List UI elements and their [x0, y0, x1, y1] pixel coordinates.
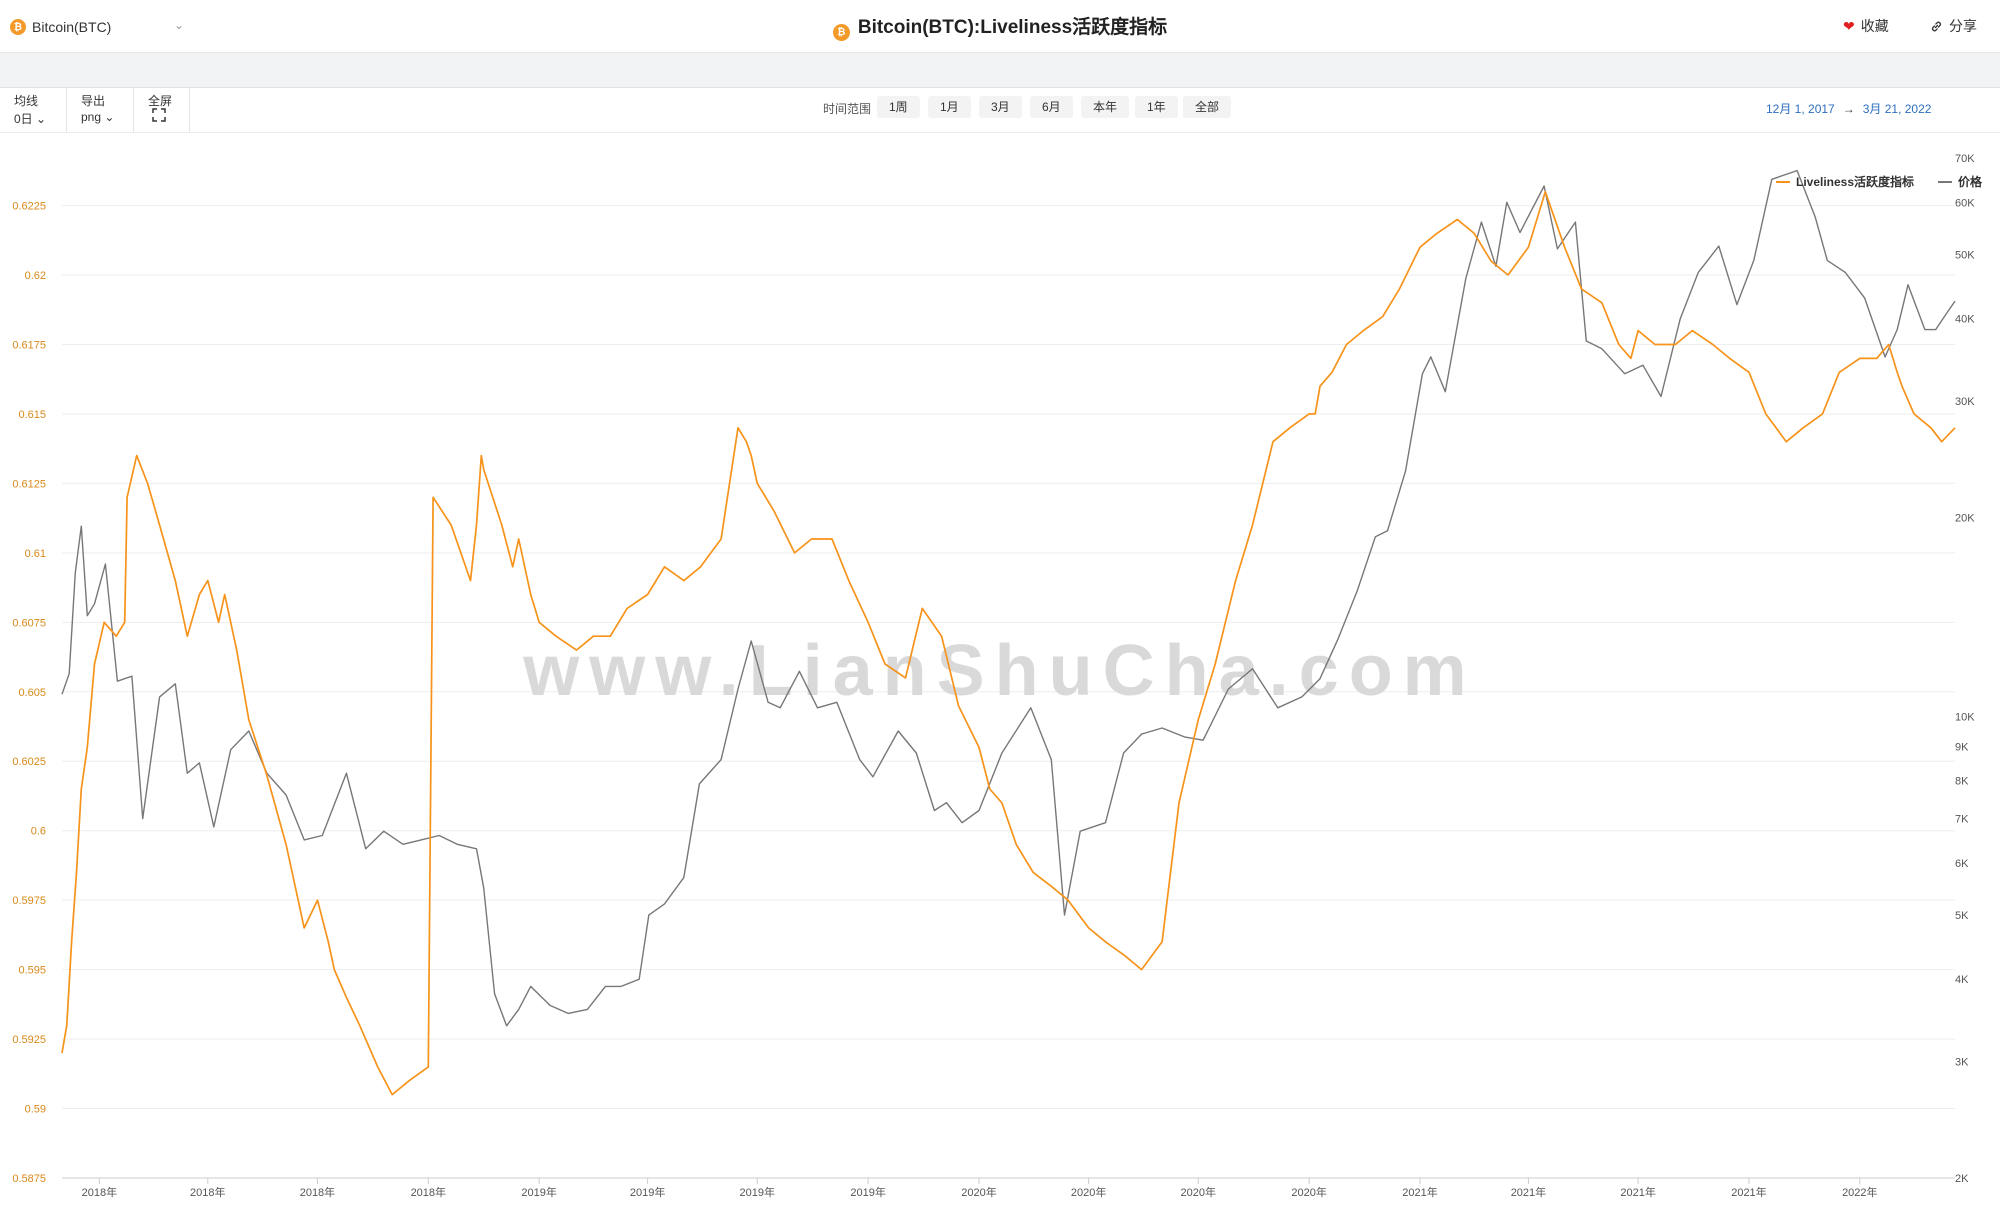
x-tick-label: 2019年	[521, 1185, 556, 1199]
top-bar: ₿ Bitcoin(BTC) ⌄ ₿ Bitcoin(BTC):Livelines…	[0, 0, 2000, 53]
legend-label: Liveliness活跃度指标	[1796, 174, 1914, 189]
range-button-1m[interactable]: 1月	[928, 96, 971, 118]
y-right-tick-label: 20K	[1955, 512, 1975, 524]
y-right-tick-label: 60K	[1955, 197, 1975, 209]
y-right-tick-label: 10K	[1955, 711, 1975, 723]
date-range-display[interactable]: 12月 1, 2017 → 3月 21, 2022	[1766, 100, 1931, 117]
y-left-tick-label: 0.6075	[12, 617, 46, 629]
range-button-1w[interactable]: 1周	[877, 96, 920, 118]
x-tick-label: 2018年	[190, 1185, 225, 1199]
chevron-down-icon: ⌄	[36, 112, 47, 126]
banner-strip	[0, 53, 2000, 88]
moving-average-control: 均线 0日 ⌄	[0, 88, 67, 132]
x-tick-label: 2019年	[740, 1185, 775, 1199]
y-axis-right: 2K 3K 4K 5K 6K 7K 8K 9K 10K 20K 30K 40K 50K 60K 70K	[1955, 153, 1975, 1185]
range-button-3m[interactable]: 3月	[979, 96, 1022, 118]
y-left-tick-label: 0.5975	[12, 895, 46, 907]
range-button-6m[interactable]: 6月	[1030, 96, 1073, 118]
y-left-tick-label: 0.615	[18, 409, 46, 421]
y-right-tick-label: 30K	[1955, 396, 1975, 408]
x-tick-label: 2020年	[1181, 1185, 1216, 1199]
x-tick-label: 2019年	[630, 1185, 665, 1199]
x-axis: 2018年 2018年 2018年 2018年 2019年 2019年 2019年 2019年…	[62, 1177, 1955, 1199]
y-right-tick-label: 50K	[1955, 250, 1975, 262]
x-tick-label: 2018年	[82, 1185, 117, 1199]
arrow-right-icon: →	[1842, 102, 1855, 116]
page-title-text: Bitcoin(BTC):Liveliness活跃度指标	[857, 17, 1168, 38]
x-tick-label: 2019年	[850, 1185, 885, 1199]
liveliness-series-line	[61, 190, 1956, 1096]
chevron-down-icon[interactable]: ⌄	[174, 18, 185, 32]
fullscreen-control[interactable]: 全屏	[134, 88, 190, 132]
y-right-tick-label: 9K	[1955, 742, 1969, 754]
link-icon	[1931, 21, 1942, 31]
y-left-tick-label: 0.6175	[12, 339, 46, 351]
export-select[interactable]: png ⌄	[81, 110, 114, 124]
chart-legend[interactable]: Liveliness活跃度指标 价格	[1776, 174, 1983, 189]
chart-series	[61, 169, 1956, 1096]
y-axis-left: 0.5875 0.59 0.5925 0.595 0.5975 0.6 0.6025 0.60…	[12, 201, 46, 1185]
bitcoin-icon: ₿	[832, 24, 850, 41]
moving-average-select[interactable]: 0日 ⌄	[14, 110, 46, 127]
liveliness-chart[interactable]: www.LianShuCha.com 0.5875 0.59 0.5925 0.595…	[0, 150, 2000, 1219]
time-range-label: 时间范围	[823, 102, 872, 116]
y-right-tick-label: 40K	[1955, 314, 1975, 326]
y-right-tick-label: 4K	[1955, 974, 1969, 986]
x-tick-label: 2021年	[1620, 1185, 1655, 1199]
export-label: 导出	[81, 94, 106, 108]
x-tick-label: 2020年	[961, 1185, 996, 1199]
y-right-tick-label: 5K	[1955, 910, 1969, 922]
y-left-tick-label: 0.6225	[12, 201, 46, 213]
y-left-tick-label: 0.6025	[12, 756, 46, 768]
date-range-start[interactable]: 12月 1, 2017	[1766, 102, 1835, 116]
range-button-ytd[interactable]: 本年	[1081, 96, 1130, 118]
y-left-tick-label: 0.6	[31, 826, 46, 838]
range-button-all[interactable]: 全部	[1183, 96, 1232, 118]
fullscreen-icon[interactable]	[152, 108, 166, 125]
y-left-tick-label: 0.5925	[12, 1034, 46, 1046]
chart-toolbar: 均线 0日 ⌄ 导出 png ⌄ 全屏	[0, 88, 2000, 133]
y-right-tick-label: 8K	[1955, 775, 1969, 787]
chevron-down-icon: ⌄	[104, 110, 115, 124]
coin-selector[interactable]: ₿ Bitcoin(BTC)	[10, 14, 111, 40]
x-tick-label: 2020年	[1071, 1185, 1106, 1199]
date-range-end[interactable]: 3月 21, 2022	[1862, 102, 1932, 116]
watermark: www.LianShuCha.com	[522, 631, 1476, 711]
heart-icon: ❤	[1843, 17, 1855, 34]
y-left-tick-label: 0.6125	[12, 478, 46, 490]
y-right-tick-label: 7K	[1955, 814, 1969, 826]
x-tick-label: 2018年	[300, 1185, 335, 1199]
x-tick-label: 2022年	[1842, 1185, 1877, 1199]
y-left-tick-label: 0.61	[25, 548, 46, 560]
fullscreen-label: 全屏	[148, 94, 173, 108]
share-button[interactable]: 分享	[1930, 16, 1977, 36]
price-series-line	[61, 169, 1956, 1027]
favorite-label: 收藏	[1860, 18, 1889, 34]
y-right-tick-label: 70K	[1955, 153, 1975, 165]
moving-average-label: 均线	[14, 94, 39, 108]
export-value: png	[81, 110, 102, 124]
page-title: ₿ Bitcoin(BTC):Liveliness活跃度指标	[0, 12, 2000, 41]
x-tick-label: 2018年	[411, 1185, 446, 1199]
legend-label: 价格	[1958, 174, 1983, 189]
y-left-tick-label: 0.62	[25, 270, 46, 282]
y-right-tick-label: 3K	[1955, 1057, 1969, 1069]
x-tick-label: 2021年	[1731, 1185, 1766, 1199]
share-label: 分享	[1949, 18, 1977, 34]
coin-selector-label: Bitcoin(BTC)	[32, 19, 112, 35]
range-button-1y[interactable]: 1年	[1135, 96, 1178, 118]
x-tick-label: 2021年	[1511, 1185, 1546, 1199]
y-left-tick-label: 0.605	[18, 687, 46, 699]
y-left-tick-label: 0.5875	[12, 1173, 46, 1185]
moving-average-value: 0日	[14, 112, 33, 126]
x-tick-label: 2021年	[1402, 1185, 1437, 1199]
y-left-tick-label: 0.59	[25, 1104, 46, 1116]
y-right-tick-label: 6K	[1955, 858, 1969, 870]
x-tick-label: 2020年	[1291, 1185, 1326, 1199]
bitcoin-icon: ₿	[10, 19, 26, 35]
favorite-button[interactable]: ❤ 收藏	[1843, 16, 1889, 36]
export-control: 导出 png ⌄	[67, 88, 134, 132]
y-right-tick-label: 2K	[1955, 1173, 1969, 1185]
y-left-tick-label: 0.595	[18, 965, 46, 977]
